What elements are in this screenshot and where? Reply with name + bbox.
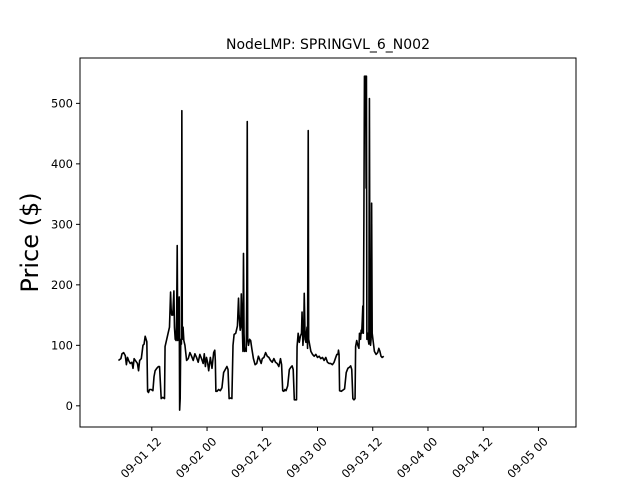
y-tick-label: 200 bbox=[51, 278, 73, 292]
series-layer bbox=[117, 75, 385, 411]
y-axis-ticks: 0 100 200 300 400 500 bbox=[51, 96, 80, 413]
y-tick-label: 100 bbox=[51, 338, 73, 352]
price-series-line bbox=[117, 75, 385, 411]
y-axis-label: Price ($) bbox=[16, 192, 44, 292]
plot-area bbox=[80, 58, 576, 427]
chart-title: NodeLMP: SPRINGVL_6_N002 bbox=[226, 37, 430, 53]
axes-frame bbox=[79, 57, 577, 428]
y-tick-label: 0 bbox=[66, 399, 73, 413]
y-tick-label: 300 bbox=[51, 217, 73, 231]
y-tick-label: 400 bbox=[51, 157, 73, 171]
y-tick-label: 500 bbox=[51, 96, 73, 110]
